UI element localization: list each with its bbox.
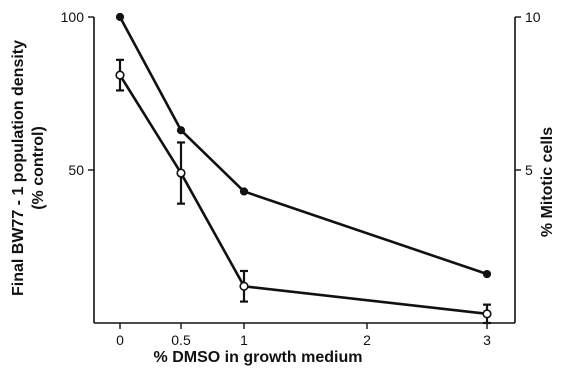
ticks: 0 0.5 1 2 3 100 50 10 5	[61, 9, 541, 348]
left-y-tick-label: 50	[68, 162, 84, 178]
right-axis-title: % Mitotic cells	[539, 127, 556, 237]
data-point	[482, 269, 492, 279]
left-y-tick-label: 100	[61, 9, 85, 25]
plot-frame	[93, 17, 516, 324]
data-point	[239, 281, 249, 291]
x-tick-label: 1	[240, 332, 248, 348]
left-axis-title-line1: Final BW77 - 1 population density	[10, 40, 27, 296]
data-point	[115, 12, 125, 22]
series-line	[118, 74, 488, 316]
x-axis-title: % DMSO in growth medium	[154, 349, 363, 366]
left-axis-title: Final BW77 - 1 population density (% con…	[10, 40, 47, 296]
data-point	[176, 126, 186, 135]
x-tick-label: 0	[116, 332, 124, 348]
right-y-tick-label: 5	[525, 162, 533, 178]
data-point	[176, 168, 186, 178]
series-1	[115, 12, 492, 279]
data-point	[482, 309, 492, 319]
data-point	[239, 187, 249, 196]
x-tick-label: 3	[483, 332, 491, 348]
x-tick-label: 2	[363, 332, 371, 348]
series-line	[118, 16, 488, 276]
data-point	[115, 70, 125, 80]
x-tick-label: 0.5	[171, 332, 191, 348]
right-y-tick-label: 10	[525, 9, 541, 25]
series-2	[115, 58, 492, 325]
left-axis-title-line2: (% control)	[30, 126, 47, 210]
series-layer	[115, 12, 492, 325]
